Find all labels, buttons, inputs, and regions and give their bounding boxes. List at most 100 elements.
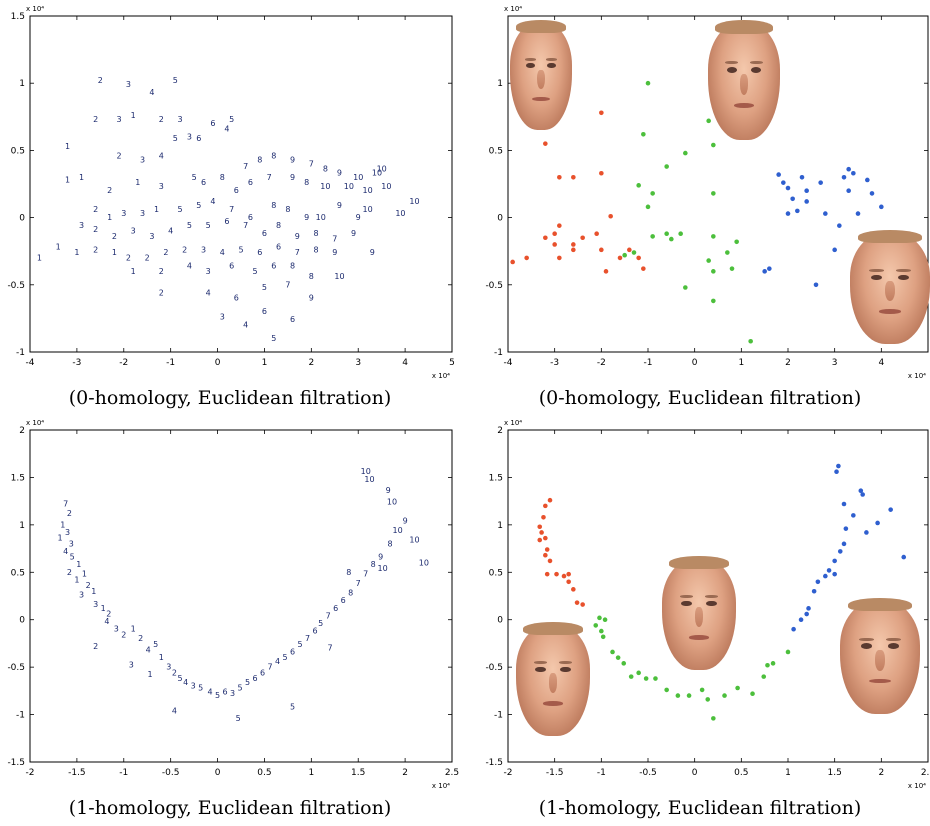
data-point-label: 2 bbox=[121, 630, 126, 639]
face-image-top-center bbox=[708, 19, 780, 140]
data-point-blue bbox=[818, 180, 823, 185]
data-point-label: 4 bbox=[104, 617, 109, 626]
data-point-label: 8 bbox=[276, 221, 281, 230]
data-point-label: 7 bbox=[332, 235, 337, 244]
data-point-label: 10 bbox=[393, 526, 403, 535]
data-point-green bbox=[593, 623, 599, 628]
data-point-label: 1 bbox=[147, 670, 152, 679]
data-point-label: 5 bbox=[153, 640, 158, 649]
data-point-label: 2 bbox=[138, 634, 143, 643]
data-point-label: 3 bbox=[93, 600, 98, 609]
data-point-red bbox=[571, 587, 576, 592]
data-point-label: 3 bbox=[140, 155, 145, 164]
data-point-blue bbox=[799, 174, 805, 180]
data-point-green bbox=[748, 338, 753, 344]
y-tick-label: 2 bbox=[497, 426, 503, 436]
data-point-red bbox=[574, 600, 580, 605]
data-point-label: 4 bbox=[149, 88, 154, 97]
data-point-label: 2 bbox=[67, 568, 72, 577]
face-image-bottom-right bbox=[850, 229, 930, 344]
data-point-label: 7 bbox=[356, 579, 361, 588]
data-point-blue bbox=[790, 196, 795, 202]
data-point-label: 9 bbox=[290, 155, 295, 164]
data-point-label: 2 bbox=[67, 509, 72, 518]
data-point-label: 6 bbox=[248, 178, 253, 187]
data-point-label: 9 bbox=[403, 517, 408, 526]
data-point-label: 5 bbox=[206, 221, 211, 230]
x-tick-label: -1 bbox=[166, 358, 175, 368]
x-tick-label: 2 bbox=[402, 768, 408, 778]
data-point-label: 5 bbox=[177, 205, 182, 214]
data-point-green bbox=[750, 691, 755, 697]
data-point-label: 3 bbox=[126, 80, 131, 89]
data-point-label: 10 bbox=[419, 558, 429, 567]
data-point-green bbox=[734, 239, 739, 245]
data-point-label: 1 bbox=[74, 575, 79, 584]
data-point-green bbox=[705, 697, 711, 702]
y-exponent-label: x 10⁴ bbox=[26, 5, 44, 13]
data-point-label: 5 bbox=[245, 678, 250, 687]
x-tick-label: 0 bbox=[692, 768, 698, 778]
data-point-label: 8 bbox=[271, 201, 276, 210]
data-point-red bbox=[547, 558, 553, 564]
data-point-green bbox=[761, 674, 767, 679]
data-point-blue bbox=[806, 606, 811, 611]
plot-frame bbox=[507, 429, 929, 763]
data-point-label: 2 bbox=[93, 115, 98, 124]
data-point-blue bbox=[864, 530, 869, 535]
data-point-red bbox=[544, 571, 550, 577]
data-point-red bbox=[557, 174, 562, 180]
data-point-blue bbox=[781, 180, 786, 185]
data-point-label: 1 bbox=[37, 253, 42, 262]
data-point-red bbox=[537, 537, 543, 543]
data-point-blue bbox=[846, 188, 851, 194]
data-point-green bbox=[664, 231, 669, 237]
caption-bottom-left: (1-homology, Euclidean filtration) bbox=[68, 797, 392, 819]
data-point-blue bbox=[823, 211, 828, 216]
data-point-label: 1 bbox=[65, 142, 70, 151]
data-point-blue bbox=[785, 211, 791, 216]
data-point-label: 7 bbox=[305, 634, 310, 643]
data-point-label: 1 bbox=[76, 560, 81, 569]
data-point-blue bbox=[875, 520, 880, 526]
data-point-label: 3 bbox=[220, 313, 225, 322]
y-tick-label: -0.5 bbox=[7, 663, 25, 673]
data-point-green bbox=[725, 250, 730, 255]
data-point-label: 3 bbox=[201, 245, 206, 254]
y-tick-label: 0.5 bbox=[11, 146, 25, 156]
data-point-blue bbox=[879, 204, 884, 210]
data-point-blue bbox=[785, 185, 791, 191]
data-point-label: 10 bbox=[378, 564, 388, 573]
face-image-right bbox=[840, 597, 920, 714]
data-point-label: 2 bbox=[106, 610, 111, 619]
data-point-label: 10 bbox=[316, 213, 326, 222]
x-exponent-label: x 10⁴ bbox=[908, 782, 926, 790]
data-point-blue bbox=[851, 513, 856, 518]
x-tick-label: 4 bbox=[402, 358, 408, 368]
x-exponent-label: x 10⁴ bbox=[908, 372, 926, 380]
data-point-label: 1 bbox=[56, 243, 61, 252]
data-point-label: 9 bbox=[309, 294, 314, 303]
data-point-label: 2 bbox=[126, 253, 131, 262]
data-point-green bbox=[597, 615, 602, 621]
panel-1homology-colored: -2-1.5-1-0.500.511.522.5-1.5-1-0.500.511… bbox=[470, 414, 930, 798]
data-point-green bbox=[653, 676, 658, 681]
data-point-blue bbox=[811, 588, 817, 594]
data-point-label: 1 bbox=[131, 111, 136, 120]
data-point-red bbox=[599, 110, 604, 116]
data-point-green bbox=[602, 617, 608, 623]
data-point-blue bbox=[843, 526, 849, 531]
x-tick-label: -2 bbox=[597, 358, 606, 368]
y-tick-label: 0.5 bbox=[489, 568, 503, 578]
x-tick-label: 0.5 bbox=[734, 768, 748, 778]
data-point-label: 5 bbox=[298, 640, 303, 649]
data-point-label: 1 bbox=[60, 520, 65, 529]
data-point-red bbox=[543, 503, 548, 509]
data-point-label: 1 bbox=[74, 248, 79, 257]
data-point-label: 4 bbox=[63, 547, 68, 556]
data-point-label: 1 bbox=[135, 178, 140, 187]
data-point-blue bbox=[846, 166, 851, 172]
data-point-label: 2 bbox=[93, 642, 98, 651]
data-point-label: 10 bbox=[409, 536, 419, 545]
data-point-label: 1 bbox=[82, 570, 87, 579]
